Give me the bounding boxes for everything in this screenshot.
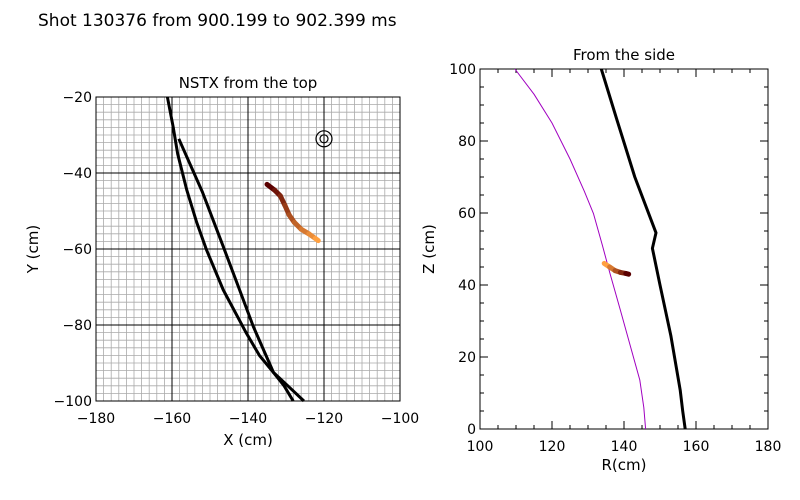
plot-frame [95, 96, 401, 402]
trajectory-segment [312, 235, 321, 244]
y-tick-label: 60 [458, 206, 476, 222]
y-tick-label: 40 [458, 278, 476, 294]
side-view-title: From the side [573, 46, 675, 64]
y-tick-label: 0 [467, 422, 476, 438]
wall-line [599, 68, 687, 430]
figure-title: Shot 130376 from 900.199 to 902.399 ms [38, 11, 397, 31]
trajectory-segment [623, 270, 632, 277]
x-tick-label: −100 [381, 411, 419, 427]
top-view-plot: NSTX from the top X (cm) Y (cm) −180 −160… [24, 74, 419, 449]
target-marker-outer [315, 130, 333, 148]
x-tick-label: 140 [611, 439, 638, 455]
boundary-b-line [177, 138, 305, 403]
side-view-ylabel: Z (cm) [420, 224, 438, 274]
y-tick-label: −80 [62, 318, 92, 334]
side-view-plot: From the side R(cm) Z (cm) 100 120 140 160 1… [420, 46, 781, 474]
top-view-title: NSTX from the top [179, 74, 318, 92]
target-marker-inner [319, 134, 329, 144]
y-tick-label: 20 [458, 350, 476, 366]
y-tick-label: 100 [449, 62, 476, 78]
y-tick-label: −40 [62, 166, 92, 182]
top-view-xlabel: X (cm) [223, 431, 273, 449]
x-tick-label: −160 [153, 411, 191, 427]
x-tick-label: 100 [467, 439, 494, 455]
x-tick-label: 180 [755, 439, 782, 455]
x-tick-label: −120 [305, 411, 343, 427]
x-tick-label: −180 [77, 411, 115, 427]
y-tick-label: −60 [62, 242, 92, 258]
top-view-ylabel: Y (cm) [24, 225, 42, 275]
side-view-xlabel: R(cm) [602, 456, 647, 474]
x-tick-label: 120 [539, 439, 566, 455]
x-tick-label: 160 [683, 439, 710, 455]
series-group [514, 68, 687, 430]
x-tick-label: −140 [229, 411, 267, 427]
plot-frame [479, 68, 769, 430]
separatrix-line [514, 68, 647, 430]
y-tick-label: −100 [54, 394, 92, 410]
series-group [165, 96, 321, 403]
y-tick-label: 80 [458, 134, 476, 150]
y-tick-label: −20 [62, 90, 92, 106]
